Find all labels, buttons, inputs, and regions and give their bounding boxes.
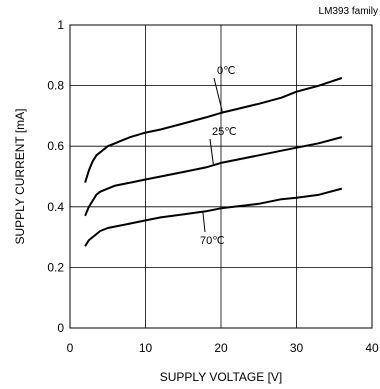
- y-tick-label: 0.4: [47, 200, 64, 214]
- y-axis-label: SUPPLY CURRENT [mA]: [13, 108, 27, 244]
- y-tick-label: 0.8: [47, 79, 64, 93]
- annotation-leader-1: [209, 138, 214, 166]
- y-tick-label: 0.6: [47, 139, 64, 153]
- tick-labels: 0 10 20 30 40 0 0.2 0.4 0.6 0.8 1: [47, 18, 379, 355]
- annotation-label-2: 70℃: [200, 235, 225, 247]
- annotation-leader-2: [202, 211, 206, 233]
- y-tick-label: 1: [57, 18, 64, 32]
- x-tick-label: 30: [290, 341, 304, 355]
- annotation-leader-0: [213, 77, 223, 113]
- x-tick-label: 20: [214, 341, 228, 355]
- series-line-2: [84, 187, 343, 247]
- grid: [70, 25, 372, 328]
- y-tick-label: 0.2: [47, 260, 64, 274]
- series-line-1: [84, 136, 343, 217]
- x-tick-label: 0: [67, 341, 74, 355]
- series-lines: [84, 77, 343, 247]
- series-line-0: [84, 77, 343, 183]
- annotation-label-1: 25℃: [212, 126, 237, 138]
- plot-frame: [69, 24, 373, 329]
- annotations: 0℃ 25℃ 70℃: [200, 65, 237, 247]
- y-tick-label: 0: [57, 321, 64, 335]
- x-tick-label: 10: [139, 341, 153, 355]
- x-tick-label: 40: [365, 341, 379, 355]
- annotation-label-0: 0℃: [217, 65, 235, 77]
- chart-title: LM393 family: [319, 6, 378, 17]
- x-axis-label: SUPPLY VOLTAGE [V]: [160, 370, 283, 384]
